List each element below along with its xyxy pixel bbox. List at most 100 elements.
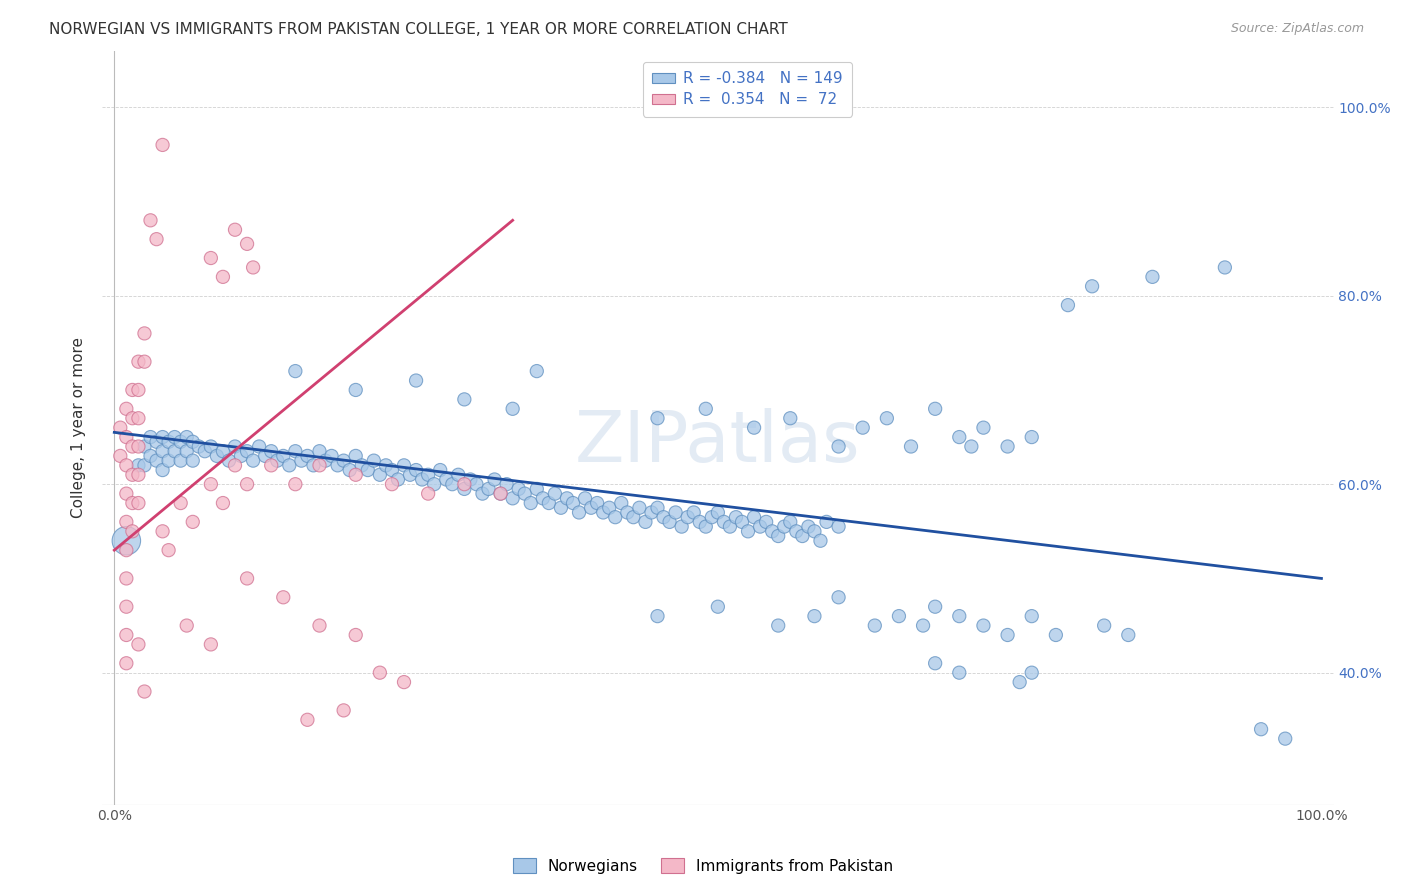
Y-axis label: College, 1 year or more: College, 1 year or more xyxy=(72,337,86,518)
Point xyxy=(284,444,307,458)
Point xyxy=(152,430,174,444)
Text: Source: ZipAtlas.com: Source: ZipAtlas.com xyxy=(1230,22,1364,36)
Point xyxy=(676,510,699,524)
Point xyxy=(731,515,754,529)
Point xyxy=(453,482,475,496)
Point xyxy=(332,453,354,467)
Point xyxy=(242,260,264,275)
Point xyxy=(405,463,427,477)
Point xyxy=(152,463,174,477)
Point xyxy=(647,500,669,515)
Point xyxy=(115,628,138,642)
Point xyxy=(707,599,730,614)
Point xyxy=(200,440,222,454)
Legend: R = -0.384   N = 149, R =  0.354   N =  72: R = -0.384 N = 149, R = 0.354 N = 72 xyxy=(644,62,852,117)
Point xyxy=(157,453,180,467)
Point xyxy=(779,411,801,425)
Point xyxy=(297,449,319,463)
Point xyxy=(297,713,319,727)
Point xyxy=(145,453,167,467)
Point xyxy=(766,529,789,543)
Point xyxy=(484,473,506,487)
Point xyxy=(121,467,143,482)
Point xyxy=(460,473,482,487)
Point xyxy=(381,463,404,477)
Point xyxy=(181,453,204,467)
Point xyxy=(181,515,204,529)
Point xyxy=(205,449,228,463)
Point xyxy=(115,430,138,444)
Point xyxy=(761,524,783,539)
Point xyxy=(200,251,222,265)
Point xyxy=(115,401,138,416)
Point xyxy=(127,354,149,368)
Point xyxy=(121,411,143,425)
Point xyxy=(121,496,143,510)
Point xyxy=(434,473,457,487)
Point xyxy=(555,491,578,506)
Point xyxy=(139,213,162,227)
Point xyxy=(381,477,404,491)
Point xyxy=(260,444,283,458)
Legend: Norwegians, Immigrants from Pakistan: Norwegians, Immigrants from Pakistan xyxy=(506,852,900,880)
Point xyxy=(658,515,681,529)
Text: NORWEGIAN VS IMMIGRANTS FROM PAKISTAN COLLEGE, 1 YEAR OR MORE CORRELATION CHART: NORWEGIAN VS IMMIGRANTS FROM PAKISTAN CO… xyxy=(49,22,787,37)
Point xyxy=(176,618,198,632)
Point xyxy=(344,383,367,397)
Point xyxy=(502,491,524,506)
Point xyxy=(852,420,875,434)
Point xyxy=(621,510,644,524)
Point xyxy=(1021,665,1043,680)
Point xyxy=(695,519,717,533)
Point xyxy=(647,411,669,425)
Point xyxy=(568,506,591,520)
Point xyxy=(707,506,730,520)
Point xyxy=(742,510,765,524)
Point xyxy=(134,440,156,454)
Point xyxy=(127,458,149,473)
Point xyxy=(363,453,385,467)
Point xyxy=(574,491,596,506)
Point xyxy=(121,440,143,454)
Point xyxy=(610,496,633,510)
Point xyxy=(392,675,415,690)
Point xyxy=(447,467,470,482)
Point xyxy=(948,430,970,444)
Point xyxy=(212,444,235,458)
Point xyxy=(266,453,288,467)
Point xyxy=(1081,279,1104,293)
Point xyxy=(598,500,620,515)
Point xyxy=(344,449,367,463)
Point xyxy=(863,618,886,632)
Point xyxy=(127,496,149,510)
Point xyxy=(418,486,440,500)
Point xyxy=(773,519,796,533)
Point xyxy=(368,467,391,482)
Point xyxy=(127,637,149,651)
Point xyxy=(302,458,325,473)
Point xyxy=(1045,628,1067,642)
Point xyxy=(695,401,717,416)
Point xyxy=(797,519,820,533)
Point xyxy=(671,519,693,533)
Point xyxy=(194,444,217,458)
Point xyxy=(531,491,554,506)
Point xyxy=(489,486,512,500)
Point xyxy=(948,609,970,624)
Point xyxy=(224,440,246,454)
Point xyxy=(200,477,222,491)
Point xyxy=(876,411,898,425)
Point xyxy=(749,519,772,533)
Point xyxy=(236,571,259,585)
Point xyxy=(157,434,180,449)
Point xyxy=(652,510,675,524)
Point xyxy=(471,486,494,500)
Point xyxy=(181,434,204,449)
Point xyxy=(127,467,149,482)
Point xyxy=(271,591,294,605)
Point xyxy=(115,533,138,548)
Point xyxy=(134,458,156,473)
Point xyxy=(374,458,396,473)
Point xyxy=(170,496,193,510)
Point xyxy=(737,524,759,539)
